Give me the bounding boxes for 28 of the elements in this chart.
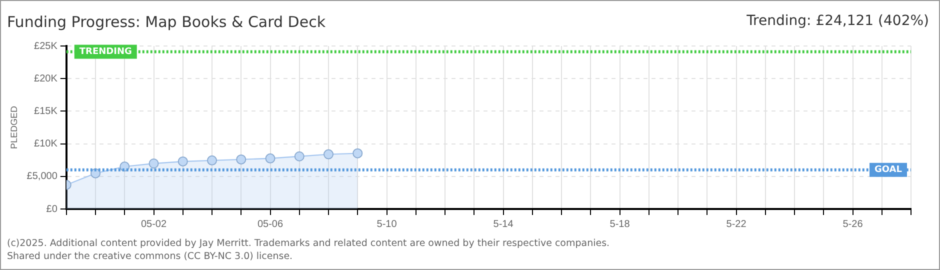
- point: [294, 151, 304, 162]
- y-tick-label: £15K: [34, 106, 58, 117]
- y-axis-title: PLEDGED: [8, 105, 19, 150]
- x-tick-label: 5-22: [726, 218, 747, 230]
- x-tick-label: 5-10: [376, 218, 398, 230]
- y-tick-label: £25K: [34, 40, 58, 52]
- ref-line-label: GOAL: [874, 165, 902, 176]
- point: [236, 154, 246, 164]
- y-tick-label: £0: [46, 204, 58, 215]
- point: [207, 155, 218, 166]
- y-tick-label: £10K: [34, 138, 58, 150]
- y-tick-label: £20K: [34, 73, 58, 84]
- point: [265, 153, 276, 164]
- text: Shared under the creative commons (CC BY-NC 3.0) license.: [7, 250, 294, 263]
- x-tick-label: 05-06: [257, 218, 284, 230]
- point: [148, 158, 159, 168]
- text: (c)2025. Additional content provided by Jay Merritt. Trademarks and related content are owned by their respective companies.: [7, 237, 610, 250]
- ref-line-label: TRENDING: [79, 47, 132, 58]
- x-tick-label: 5-14: [493, 218, 514, 230]
- point: [352, 148, 363, 158]
- point: [178, 156, 188, 166]
- chart-title: Funding Progress: Map Books & Card Deck: [7, 13, 326, 31]
- x-tick-label: 5-26: [842, 218, 864, 230]
- text: Trending: £24,121 (402%): [746, 13, 929, 29]
- x-tick-label: 05-02: [140, 218, 167, 230]
- y-tick-label: £5,000: [26, 171, 58, 182]
- x-tick-label: 5-18: [610, 218, 630, 230]
- point: [324, 149, 334, 160]
